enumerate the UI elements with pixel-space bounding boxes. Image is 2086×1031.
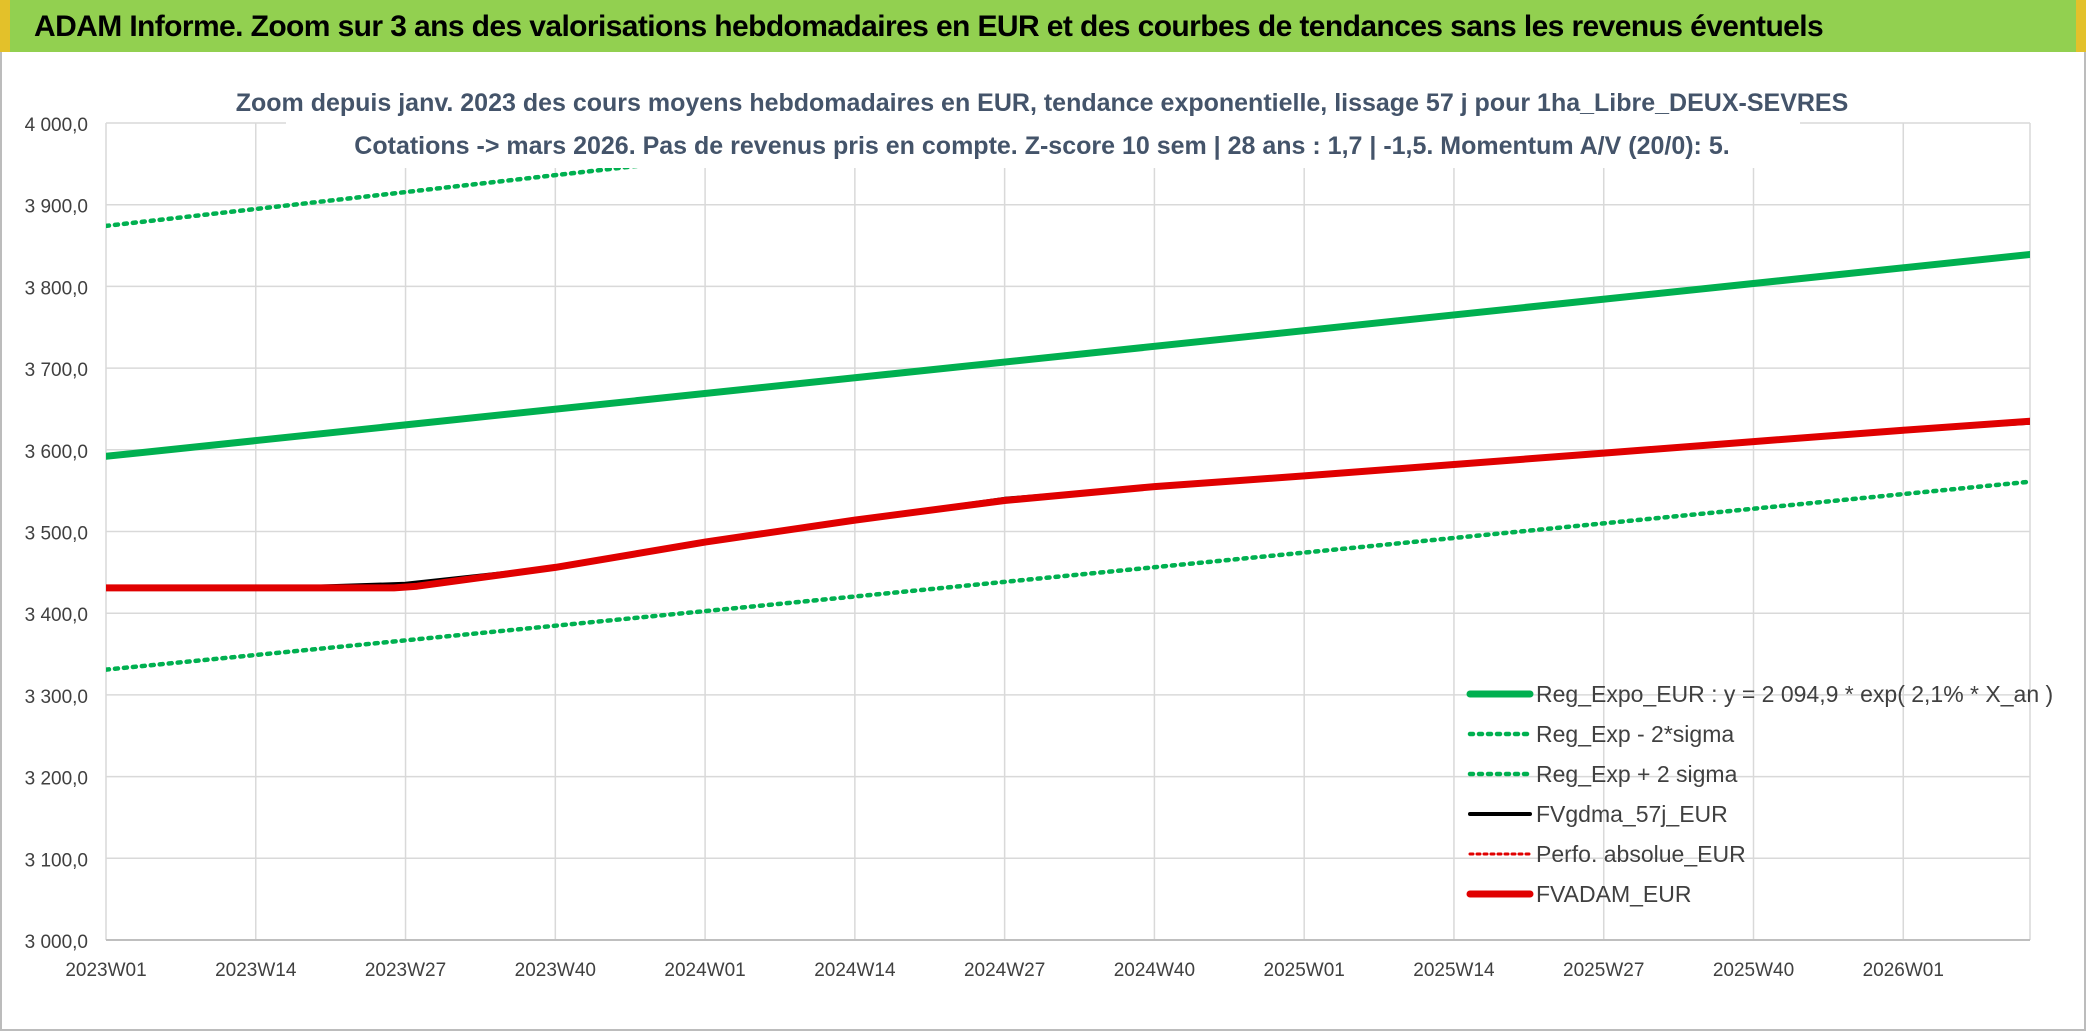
chart-title-background <box>286 80 1800 168</box>
y-tick-label: 3 900,0 <box>25 197 88 218</box>
grid-lines <box>105 122 2031 941</box>
series-lines <box>106 123 2030 672</box>
series-line-2 <box>106 123 1038 229</box>
legend-label: Perfo. absolue_EUR <box>1536 841 1746 867</box>
x-tick-label: 2024W27 <box>964 960 1045 981</box>
chart-title: Zoom depuis janv. 2023 des cours moyens … <box>236 89 1849 117</box>
y-tick-label: 3 300,0 <box>25 687 88 708</box>
y-tick-label: 3 500,0 <box>25 524 88 545</box>
report-title: ADAM Informe. Zoom sur 3 ans des valoris… <box>34 10 1824 43</box>
legend-label: FVgdma_57j_EUR <box>1536 801 1728 827</box>
series-line-1 <box>106 479 2030 672</box>
legend-label: FVADAM_EUR <box>1536 881 1692 907</box>
x-tick-label: 2024W40 <box>1114 960 1195 981</box>
y-tick-label: 4 000,0 <box>25 115 88 136</box>
y-tick-label: 3 800,0 <box>25 278 88 299</box>
x-tick-label: 2023W40 <box>515 960 596 981</box>
x-tick-label: 2025W14 <box>1413 960 1495 981</box>
x-tick-label: 2025W01 <box>1264 960 1345 981</box>
series-line-3 <box>106 420 2030 590</box>
legend-label: Reg_Exp - 2*sigma <box>1536 721 1734 747</box>
legend: Reg_Expo_EUR : y = 2 094,9 * exp( 2,1% *… <box>1466 681 2053 907</box>
y-tick-label: 3 700,0 <box>25 360 88 381</box>
y-tick-label: 3 200,0 <box>25 769 88 790</box>
x-tick-label: 2025W40 <box>1713 960 1794 981</box>
series-line-0 <box>106 251 2030 460</box>
y-tick-label: 3 100,0 <box>25 850 88 871</box>
series-line-5 <box>106 417 2030 592</box>
x-tick-label: 2026W01 <box>1863 960 1944 981</box>
x-tick-label: 2023W01 <box>65 960 146 981</box>
legend-label: Reg_Exp + 2 sigma <box>1536 761 1738 787</box>
x-tick-label: 2024W01 <box>664 960 745 981</box>
x-axis-tick-labels: 2023W01 2023W14 2023W27 2023W40 2024W01 2024W… <box>65 960 1944 981</box>
x-tick-label: 2024W14 <box>814 960 896 981</box>
chart-subtitle: Cotations -> mars 2026. Pas de revenus p… <box>354 132 1729 160</box>
y-axis-tick-labels: 3 000,0 3 100,0 3 200,0 3 300,0 3 400,0 3 500… <box>25 115 88 953</box>
y-tick-label: 3 400,0 <box>25 605 88 626</box>
y-tick-label: 3 000,0 <box>25 932 88 953</box>
y-tick-label: 3 600,0 <box>25 442 88 463</box>
legend-label: Reg_Expo_EUR : y = 2 094,9 * exp( 2,1% *… <box>1536 681 2053 707</box>
x-tick-label: 2025W27 <box>1563 960 1644 981</box>
x-tick-label: 2023W27 <box>365 960 446 981</box>
title-bar: ADAM Informe. Zoom sur 3 ans des valoris… <box>0 0 2086 52</box>
x-tick-label: 2023W14 <box>215 960 297 981</box>
